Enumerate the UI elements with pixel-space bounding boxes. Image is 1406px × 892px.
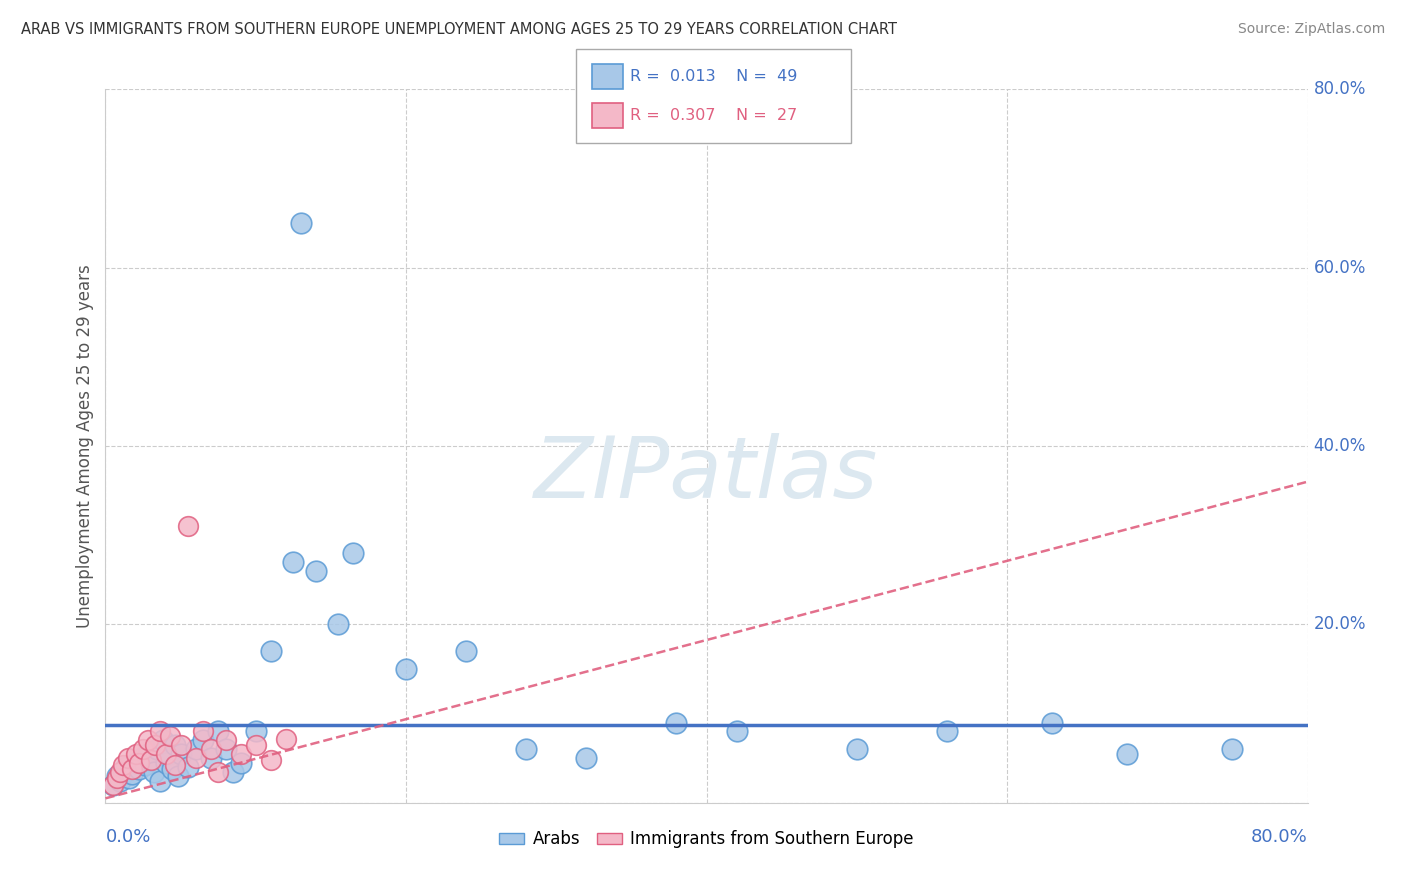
Text: 40.0%: 40.0% (1313, 437, 1367, 455)
Point (725, 724, 748, 739)
Point (143, 738, 166, 752)
Point (184, 742, 207, 756)
Point (101, 778, 124, 792)
Point (1222, 742, 1244, 756)
Point (121, 762, 143, 776)
Point (207, 724, 229, 739)
Point (454, 644, 477, 658)
Point (191, 724, 214, 739)
Point (283, 555, 305, 569)
Point (136, 747, 159, 761)
Point (155, 747, 177, 761)
Point (124, 747, 146, 761)
Point (107, 769, 129, 783)
Point (131, 751, 153, 765)
Point (166, 769, 188, 783)
Point (145, 742, 167, 756)
Point (110, 773, 132, 788)
Point (184, 751, 207, 765)
Point (107, 771, 129, 785)
Text: 20.0%: 20.0% (1313, 615, 1367, 633)
Legend: Arabs, Immigrants from Southern Europe: Arabs, Immigrants from Southern Europe (492, 824, 921, 855)
Point (110, 764, 132, 779)
Point (177, 519, 200, 533)
Point (157, 747, 180, 761)
Point (229, 756, 252, 770)
Point (245, 738, 267, 752)
Text: R =  0.013    N =  49: R = 0.013 N = 49 (630, 70, 797, 84)
Point (207, 764, 229, 779)
Point (169, 738, 191, 752)
Point (191, 733, 214, 747)
Point (101, 778, 124, 792)
Point (1116, 747, 1139, 761)
Point (200, 751, 222, 765)
Point (274, 731, 297, 746)
Text: 60.0%: 60.0% (1313, 259, 1367, 277)
Point (163, 758, 186, 772)
Point (200, 742, 222, 756)
Point (155, 756, 177, 770)
Point (214, 733, 236, 747)
Point (214, 742, 236, 756)
Text: Source: ZipAtlas.com: Source: ZipAtlas.com (1237, 22, 1385, 37)
Point (936, 724, 959, 739)
Point (148, 773, 170, 788)
Point (169, 747, 191, 761)
Text: 80.0%: 80.0% (1251, 828, 1308, 846)
Point (128, 762, 150, 776)
Point (128, 756, 150, 770)
Point (117, 751, 139, 765)
Point (139, 753, 162, 767)
Point (139, 753, 162, 767)
Point (118, 771, 141, 785)
Point (290, 216, 312, 230)
Point (148, 724, 170, 739)
Point (142, 764, 165, 779)
Text: ARAB VS IMMIGRANTS FROM SOUTHERN EUROPE UNEMPLOYMENT AMONG AGES 25 TO 29 YEARS C: ARAB VS IMMIGRANTS FROM SOUTHERN EUROPE … (21, 22, 897, 37)
Point (515, 742, 537, 756)
Point (575, 751, 598, 765)
Point (152, 733, 174, 747)
Text: ZIPatlas: ZIPatlas (534, 433, 879, 516)
Point (222, 764, 245, 779)
Point (245, 724, 267, 739)
Point (229, 747, 252, 761)
Point (132, 742, 155, 756)
Point (112, 764, 135, 779)
Point (159, 729, 181, 743)
Y-axis label: Unemployment Among Ages 25 to 29 years: Unemployment Among Ages 25 to 29 years (76, 264, 94, 628)
Text: 0.0%: 0.0% (105, 828, 150, 846)
Point (260, 644, 283, 658)
Point (121, 767, 143, 781)
Point (115, 760, 138, 774)
Point (134, 758, 156, 772)
Point (136, 733, 159, 747)
Point (177, 760, 200, 774)
Text: 80.0%: 80.0% (1313, 80, 1367, 98)
Point (665, 715, 688, 730)
Point (260, 753, 283, 767)
Point (305, 564, 328, 578)
Point (112, 758, 135, 772)
Point (1040, 715, 1063, 730)
Point (395, 662, 418, 676)
Point (124, 756, 146, 770)
Point (342, 546, 364, 560)
Point (328, 617, 350, 632)
Point (160, 762, 183, 776)
Point (163, 738, 186, 752)
Text: R =  0.307    N =  27: R = 0.307 N = 27 (630, 108, 797, 122)
Point (845, 742, 868, 756)
